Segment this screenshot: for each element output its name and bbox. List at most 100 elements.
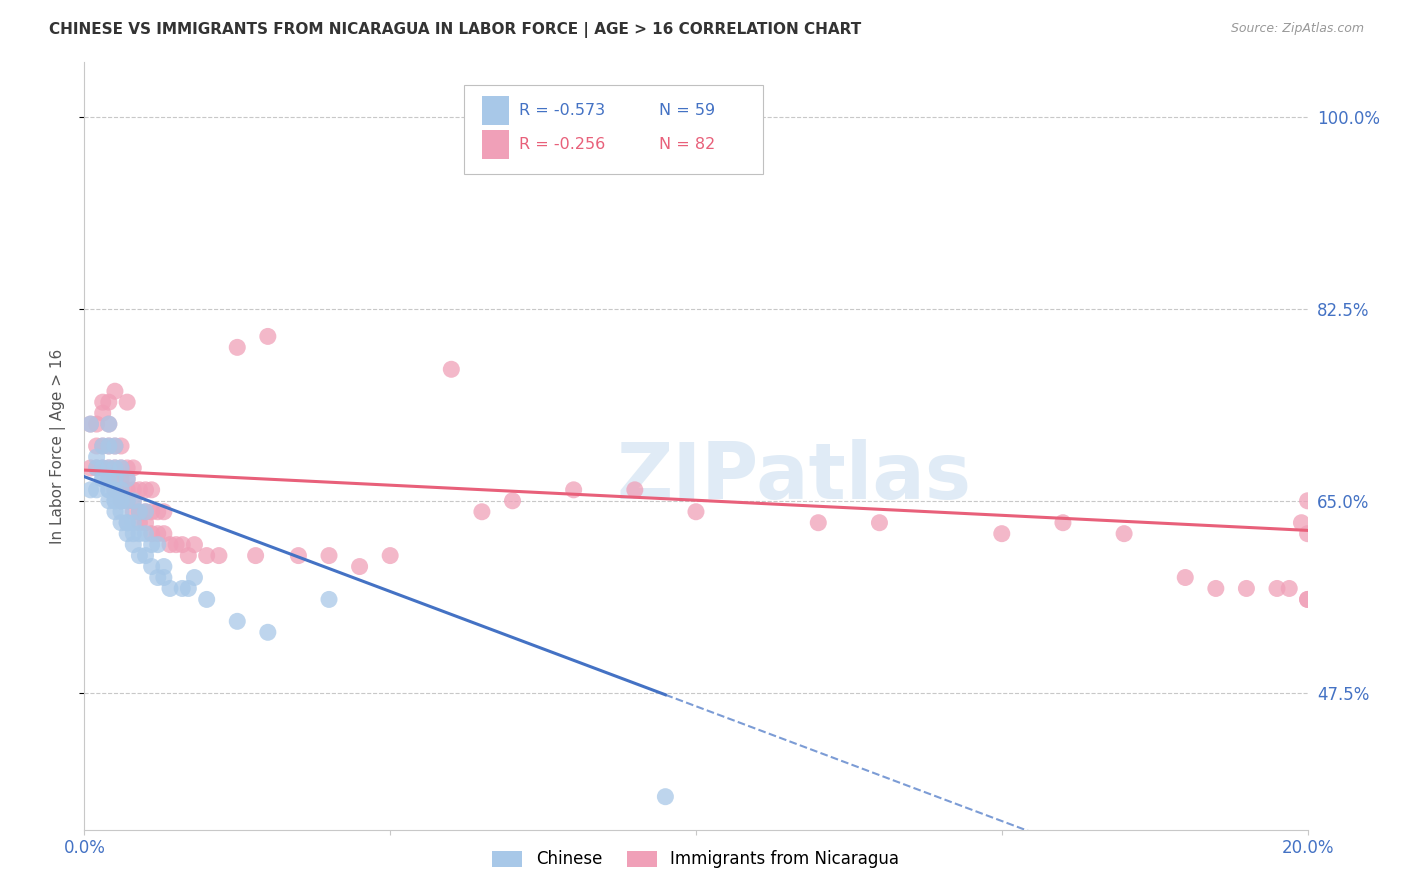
Point	[1114, 526, 1136, 541]
Point	[177, 582, 200, 596]
Point	[1291, 516, 1313, 530]
Point	[1265, 582, 1288, 596]
Point	[153, 505, 176, 519]
Point	[79, 483, 101, 497]
Point	[135, 505, 157, 519]
Point	[128, 526, 150, 541]
Point	[122, 461, 145, 475]
Point	[159, 582, 181, 596]
Point	[115, 526, 138, 541]
Point	[624, 483, 647, 497]
Point	[97, 493, 120, 508]
Point	[1174, 570, 1197, 584]
Point	[104, 483, 127, 497]
Point	[122, 505, 145, 519]
Text: ZIPatlas: ZIPatlas	[616, 439, 972, 515]
Point	[110, 493, 132, 508]
Point	[349, 559, 371, 574]
Point	[245, 549, 267, 563]
Point	[115, 461, 138, 475]
Point	[153, 526, 176, 541]
Point	[141, 483, 163, 497]
Point	[128, 505, 150, 519]
Bar	[482, 130, 509, 159]
Point	[183, 538, 205, 552]
Point	[110, 483, 132, 497]
Point	[562, 483, 585, 497]
Point	[685, 505, 707, 519]
Point	[97, 395, 120, 409]
Point	[115, 493, 138, 508]
Point	[141, 505, 163, 519]
Point	[172, 582, 194, 596]
Point	[97, 483, 120, 497]
Point	[91, 472, 114, 486]
Point	[110, 516, 132, 530]
Point	[1296, 526, 1319, 541]
Point	[104, 493, 127, 508]
Point	[91, 472, 114, 486]
Point	[135, 549, 157, 563]
Legend: Chinese, Immigrants from Nicaragua: Chinese, Immigrants from Nicaragua	[486, 844, 905, 875]
Point	[135, 516, 157, 530]
Point	[128, 549, 150, 563]
Point	[195, 549, 218, 563]
FancyBboxPatch shape	[464, 86, 763, 174]
Point	[654, 789, 676, 804]
Point	[128, 505, 150, 519]
Point	[135, 526, 157, 541]
Point	[115, 493, 138, 508]
Point	[91, 439, 114, 453]
Point	[91, 395, 114, 409]
Point	[104, 472, 127, 486]
Point	[318, 549, 340, 563]
Point	[128, 483, 150, 497]
Point	[115, 395, 138, 409]
Text: CHINESE VS IMMIGRANTS FROM NICARAGUA IN LABOR FORCE | AGE > 16 CORRELATION CHART: CHINESE VS IMMIGRANTS FROM NICARAGUA IN …	[49, 22, 862, 38]
Point	[1296, 592, 1319, 607]
Point	[79, 461, 101, 475]
Point	[104, 439, 127, 453]
Point	[86, 461, 108, 475]
Point	[991, 526, 1014, 541]
Y-axis label: In Labor Force | Age > 16: In Labor Force | Age > 16	[49, 349, 66, 543]
Point	[91, 461, 114, 475]
Point	[97, 472, 120, 486]
Point	[86, 461, 108, 475]
Text: R = -0.573: R = -0.573	[519, 103, 605, 119]
Point	[104, 483, 127, 497]
Text: N = 82: N = 82	[659, 137, 716, 152]
Point	[115, 483, 138, 497]
Point	[104, 461, 127, 475]
Point	[135, 483, 157, 497]
Point	[195, 592, 218, 607]
Point	[91, 406, 114, 420]
Point	[104, 384, 127, 399]
Point	[226, 340, 249, 354]
Point	[257, 625, 280, 640]
Point	[104, 461, 127, 475]
Point	[807, 516, 830, 530]
Text: R = -0.256: R = -0.256	[519, 137, 605, 152]
Bar	[482, 96, 509, 126]
Point	[97, 472, 120, 486]
Point	[141, 538, 163, 552]
Point	[146, 505, 169, 519]
Point	[226, 615, 249, 629]
Point	[115, 472, 138, 486]
Point	[177, 549, 200, 563]
Point	[141, 526, 163, 541]
Point	[1278, 582, 1301, 596]
Point	[91, 439, 114, 453]
Point	[257, 329, 280, 343]
Point	[79, 417, 101, 431]
Point	[135, 505, 157, 519]
Point	[86, 483, 108, 497]
Point	[104, 493, 127, 508]
Point	[110, 483, 132, 497]
Point	[141, 559, 163, 574]
Point	[110, 439, 132, 453]
Point	[104, 505, 127, 519]
Point	[1205, 582, 1227, 596]
Point	[471, 505, 494, 519]
